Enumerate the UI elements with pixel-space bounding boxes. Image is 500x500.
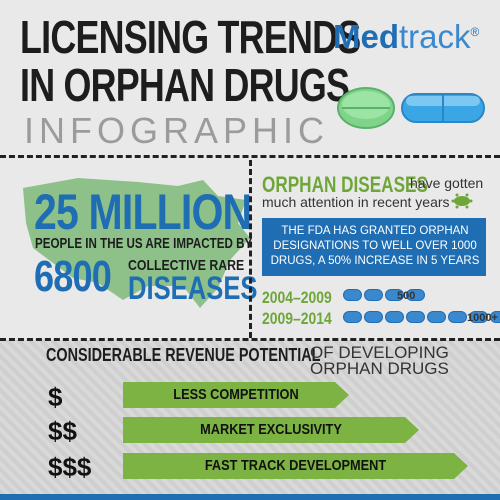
pill-icon	[364, 289, 383, 301]
fda-callout-box	[262, 218, 486, 276]
logo-track: track	[399, 18, 471, 55]
benefit-label-2: MARKET EXCLUSIVITY	[200, 421, 342, 438]
pill-icon	[469, 311, 488, 323]
diseases-word: DISEASES	[128, 270, 258, 306]
bottom-bar	[0, 494, 500, 500]
pills-illustration	[337, 87, 485, 129]
benefit-arrow-1: LESS COMPETITION	[123, 382, 349, 408]
orphan-diseases-heading: ORPHAN DISEASES	[262, 172, 428, 197]
pill-icon	[490, 311, 500, 323]
count-2009-2014: 1000+	[467, 312, 498, 324]
pill-icon	[385, 311, 404, 323]
pill-icon	[343, 289, 362, 301]
collective-text: COLLECTIVE RARE	[128, 257, 245, 274]
title-line-1: LICENSING TRENDS	[20, 11, 361, 63]
subtitle: INFOGRAPHIC	[24, 110, 330, 151]
tier-3-dollar: $$$	[48, 452, 92, 482]
pill-icon	[406, 289, 425, 301]
pill-icon	[406, 311, 425, 323]
impact-text: PEOPLE IN THE US ARE IMPACTED BY	[35, 236, 253, 252]
pill-icon	[364, 311, 383, 323]
count-2004-2009: 500	[397, 290, 416, 302]
pill-row-2004-2009	[343, 289, 425, 301]
pill-icon	[343, 311, 362, 323]
pill-icon	[385, 289, 404, 301]
pill-row-2009-2014	[343, 311, 500, 323]
logo-registered-mark: ®	[470, 25, 480, 39]
tier-2-dollar: $$	[48, 416, 77, 446]
tier-1-dollar: $	[48, 382, 63, 412]
vertical-divider	[249, 160, 252, 338]
period-label-2004-2009: 2004–2009	[262, 288, 332, 307]
us-map-icon	[23, 178, 250, 308]
benefit-label-1: LESS COMPETITION	[173, 386, 299, 403]
title-line-2: IN ORPHAN DRUGS	[20, 59, 350, 111]
pill-icon	[448, 311, 467, 323]
affected-population: 25 MILLION	[34, 184, 252, 240]
logo-med: Med	[333, 18, 399, 55]
orphan-subtext: much attention in recent years	[262, 194, 450, 210]
virus-icon	[451, 193, 473, 209]
revenue-heading-tail: OF DEVELOPING ORPHAN DRUGS	[310, 343, 449, 378]
benefit-arrow-2: MARKET EXCLUSIVITY	[123, 417, 419, 443]
benefit-label-3: FAST TRACK DEVELOPMENT	[204, 457, 387, 474]
pill-icon	[427, 311, 446, 323]
revenue-heading: CONSIDERABLE REVENUE POTENTIAL	[46, 345, 321, 365]
fda-callout-text: THE FDA HAS GRANTED ORPHAN DESIGNATIONS …	[270, 225, 480, 267]
orphan-heading-tail: have gotten	[410, 175, 484, 191]
period-label-2009-2014: 2009–2014	[262, 309, 332, 328]
medtrack-logo: Medtrack®	[333, 18, 479, 56]
benefit-arrow-3: FAST TRACK DEVELOPMENT	[123, 453, 468, 479]
top-divider	[0, 155, 500, 158]
disease-count: 6800	[34, 252, 112, 301]
middle-divider	[0, 338, 500, 341]
